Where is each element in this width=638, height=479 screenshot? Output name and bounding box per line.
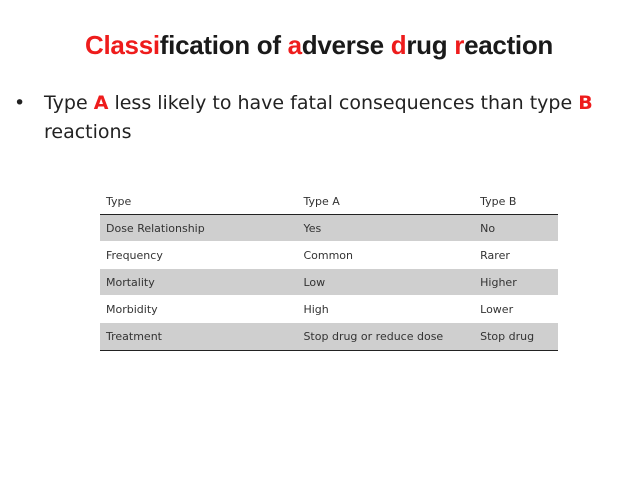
bullet-text-post: reactions (44, 121, 132, 143)
table-row: Treatment Stop drug or reduce dose Stop … (100, 322, 558, 351)
table-cell: Common (297, 241, 475, 269)
table-row: Mortality Low Higher (100, 268, 558, 296)
table-cell: Low (297, 268, 475, 296)
table-row: Frequency Common Rarer (100, 241, 558, 269)
table-cell: Mortality (100, 268, 298, 296)
table-cell: Treatment (100, 322, 298, 351)
header-type: Type (100, 188, 298, 215)
title-segment: dverse (301, 30, 391, 60)
header-type-a: Type A (297, 188, 475, 215)
title-segment: r (454, 30, 465, 60)
table-cell: Stop drug or reduce dose (297, 322, 475, 351)
table-cell: High (297, 295, 475, 323)
bullet-marker: • (14, 92, 26, 114)
table-cell: Rarer (474, 241, 558, 269)
bullet-text: Type A less likely to have fatal consequ… (44, 89, 624, 147)
title-segment: d (390, 30, 407, 60)
table-row: Dose Relationship Yes No (100, 214, 558, 242)
type-a-highlight: A (93, 92, 109, 114)
table-cell: Morbidity (100, 295, 298, 323)
table-cell: No (474, 214, 558, 242)
table-header-row: Type Type A Type B (100, 188, 558, 215)
table-cell: Dose Relationship (100, 214, 298, 242)
title-segment: eaction (464, 30, 554, 60)
slide-title: Classification of adverse drug reaction (0, 28, 638, 62)
bullet-text-mid: less likely to have fatal consequences t… (108, 92, 579, 114)
title-segment: a (287, 30, 302, 60)
title-segment: rug (406, 30, 455, 60)
table-cell: Lower (474, 295, 558, 323)
table-row: Morbidity High Lower (100, 295, 558, 323)
table-cell: Stop drug (474, 322, 558, 351)
table-cell: Higher (474, 268, 558, 296)
header-type-b: Type B (474, 188, 558, 215)
type-b-highlight: B (578, 92, 593, 114)
table-cell: Yes (297, 214, 475, 242)
bullet-point: • Type A less likely to have fatal conse… (14, 89, 624, 147)
title-segment: Classi (84, 30, 160, 60)
title-segment: fication of (159, 30, 288, 60)
classification-table: Type Type A Type B Dose Relationship Yes… (100, 188, 558, 351)
table-cell: Frequency (100, 241, 298, 269)
bullet-text-pre: Type (44, 92, 94, 114)
